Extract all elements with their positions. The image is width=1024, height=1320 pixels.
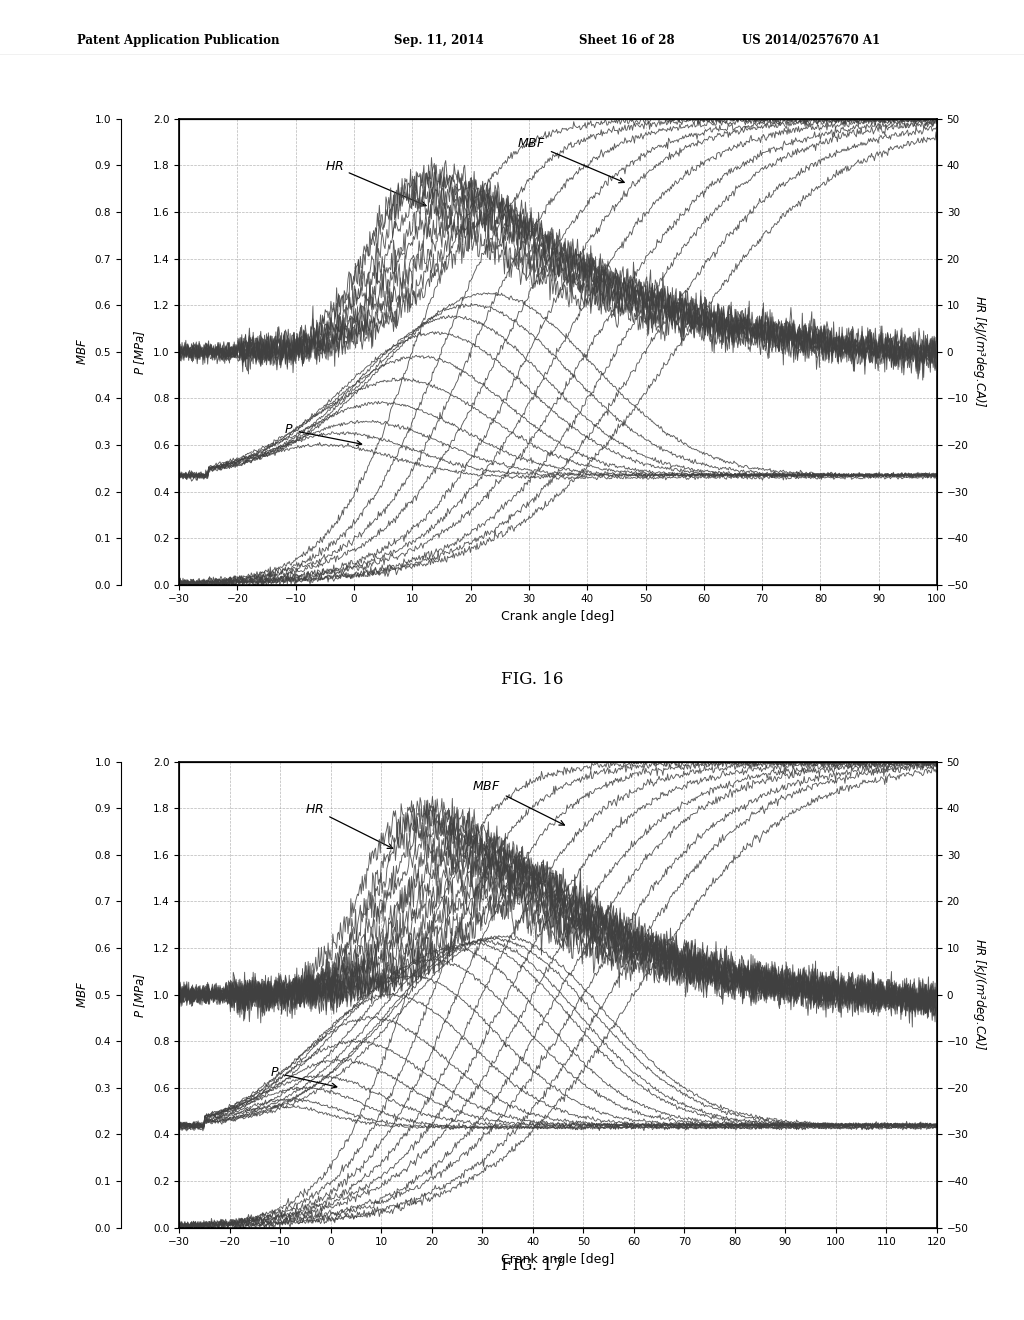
Y-axis label: $MBF$: $MBF$: [76, 338, 89, 366]
Text: Sep. 11, 2014: Sep. 11, 2014: [394, 34, 484, 48]
Text: $HR$: $HR$: [325, 160, 426, 206]
Text: $P$: $P$: [270, 1067, 337, 1088]
Text: $P$: $P$: [284, 424, 361, 446]
Text: Patent Application Publication: Patent Application Publication: [77, 34, 280, 48]
Y-axis label: $MBF$: $MBF$: [76, 981, 89, 1008]
Text: $MBF$: $MBF$: [472, 780, 564, 825]
X-axis label: Crank angle [deg]: Crank angle [deg]: [502, 1253, 614, 1266]
Y-axis label: $HR$ [kJ/(m³deg.CA)]: $HR$ [kJ/(m³deg.CA)]: [971, 939, 988, 1051]
Text: $HR$: $HR$: [305, 803, 392, 849]
Text: $MBF$: $MBF$: [517, 137, 625, 182]
Y-axis label: $P$ [MPa]: $P$ [MPa]: [132, 329, 147, 375]
Y-axis label: $HR$ [kJ/(m³deg.CA)]: $HR$ [kJ/(m³deg.CA)]: [971, 296, 988, 408]
X-axis label: Crank angle [deg]: Crank angle [deg]: [502, 610, 614, 623]
Text: Sheet 16 of 28: Sheet 16 of 28: [579, 34, 674, 48]
Text: FIG. 16: FIG. 16: [502, 671, 563, 688]
Y-axis label: $P$ [MPa]: $P$ [MPa]: [132, 972, 147, 1018]
Text: FIG. 17: FIG. 17: [501, 1257, 564, 1274]
Text: US 2014/0257670 A1: US 2014/0257670 A1: [742, 34, 881, 48]
